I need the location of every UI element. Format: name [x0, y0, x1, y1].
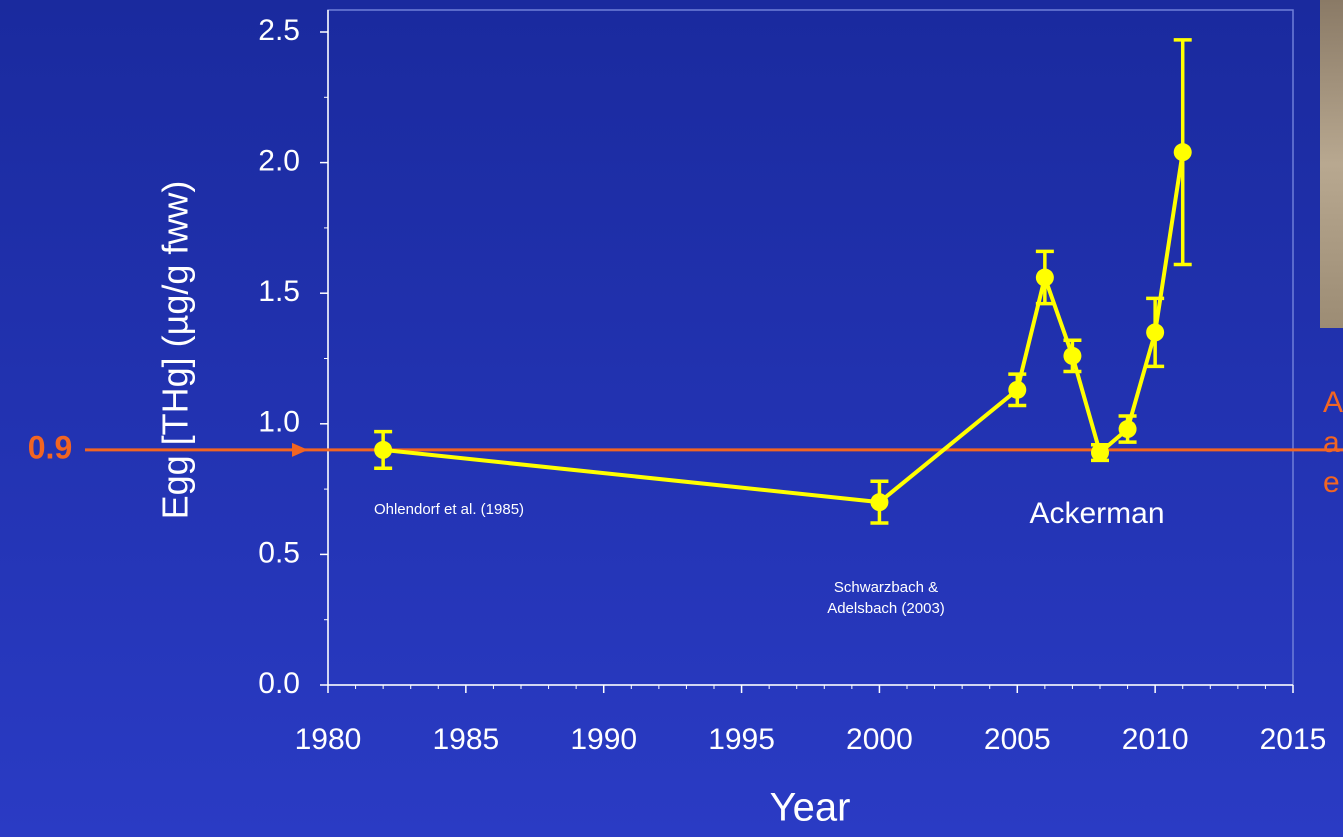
data-point — [374, 441, 392, 459]
side-text: a — [1323, 426, 1340, 459]
x-tick-label: 1990 — [570, 723, 637, 756]
x-tick-label: 2005 — [984, 723, 1051, 756]
y-tick-label: 2.5 — [258, 14, 300, 47]
y-tick-label: 0.0 — [258, 667, 300, 700]
x-tick-label: 1995 — [708, 723, 775, 756]
annotation: Ackerman — [1029, 497, 1164, 530]
annotation: Adelsbach (2003) — [827, 600, 945, 617]
reference-label: 0.9 — [28, 429, 72, 465]
x-tick-label: 1985 — [432, 723, 499, 756]
side-text: A — [1323, 386, 1343, 419]
y-axis-title: Egg [THg] (µg/g fww) — [155, 181, 196, 520]
x-tick-label: 2010 — [1122, 723, 1189, 756]
x-tick-label: 2000 — [846, 723, 913, 756]
x-tick-label: 1980 — [295, 723, 362, 756]
data-point — [870, 493, 888, 511]
photo — [1320, 0, 1343, 328]
data-point — [1174, 143, 1192, 161]
background — [0, 0, 1343, 837]
data-point — [1008, 381, 1026, 399]
y-tick-label: 0.5 — [258, 536, 300, 569]
data-point — [1119, 420, 1137, 438]
side-text: e — [1323, 466, 1340, 499]
x-axis-title: Year — [770, 786, 851, 830]
y-tick-label: 1.0 — [258, 406, 300, 439]
annotation: Schwarzbach & — [834, 579, 938, 596]
y-tick-label: 1.5 — [258, 275, 300, 308]
slide: Egg [THg] (µg/g fww) Year Ohlendorf et a… — [0, 0, 1343, 837]
data-point — [1063, 347, 1081, 365]
data-point — [1146, 323, 1164, 341]
y-tick-label: 2.0 — [258, 145, 300, 178]
annotation: Ohlendorf et al. (1985) — [374, 501, 524, 518]
data-point — [1036, 269, 1054, 287]
x-tick-label: 2015 — [1260, 723, 1327, 756]
data-point — [1091, 444, 1109, 462]
